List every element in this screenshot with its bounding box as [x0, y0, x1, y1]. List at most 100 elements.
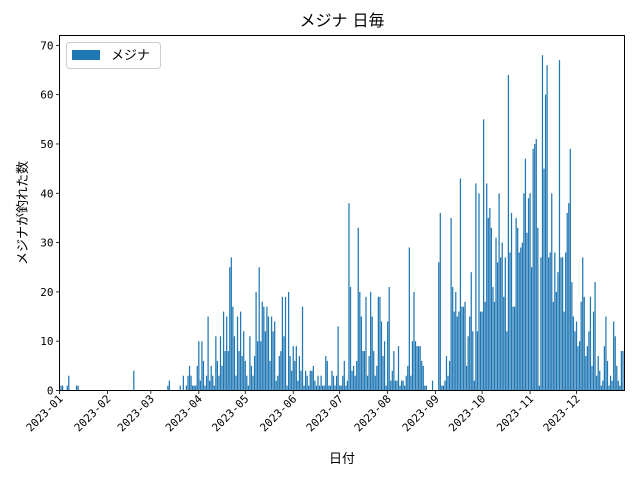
legend: メジナ — [66, 42, 161, 69]
bar — [521, 242, 523, 391]
bar — [455, 291, 457, 391]
bar — [560, 257, 562, 391]
bar — [582, 257, 584, 391]
bar — [424, 385, 426, 391]
axes-frame — [59, 35, 625, 391]
bar — [557, 272, 559, 391]
bar — [314, 380, 316, 391]
bar — [493, 301, 496, 391]
bar — [484, 301, 486, 391]
bar — [450, 217, 452, 391]
bar — [317, 375, 319, 391]
bar — [510, 213, 513, 391]
bar — [552, 301, 554, 391]
bar — [292, 346, 294, 391]
bar — [459, 178, 462, 391]
bar — [619, 385, 621, 391]
bar — [233, 336, 236, 391]
bar — [469, 316, 471, 391]
bar — [566, 213, 568, 391]
y-tick-label: 50 — [40, 138, 53, 151]
bar — [458, 311, 460, 391]
bar — [439, 213, 441, 391]
bar — [222, 311, 225, 391]
bar — [400, 380, 403, 391]
bar — [574, 331, 576, 391]
bar — [337, 326, 339, 391]
bar — [481, 311, 483, 391]
y-tick-label: 70 — [40, 39, 53, 52]
bar — [291, 370, 293, 391]
bar — [599, 370, 601, 391]
bar — [399, 385, 401, 391]
bar — [578, 341, 581, 391]
bar — [365, 296, 367, 391]
bar — [322, 385, 324, 391]
bar — [167, 385, 169, 391]
bar — [77, 385, 79, 391]
bar — [425, 385, 427, 391]
bar — [352, 365, 355, 391]
bar — [359, 291, 361, 391]
bar — [315, 385, 318, 391]
bar — [487, 217, 489, 391]
bar — [596, 375, 598, 391]
bar — [201, 341, 203, 391]
bar — [318, 385, 321, 391]
bar — [354, 375, 356, 391]
bar — [370, 291, 372, 391]
bar — [332, 375, 335, 391]
bar — [198, 341, 200, 391]
bar — [249, 336, 251, 391]
bar — [326, 360, 328, 391]
bar — [241, 355, 243, 391]
bar — [537, 227, 539, 391]
bar — [196, 365, 198, 391]
bar — [404, 385, 406, 391]
y-axis-label: メジナが釣れた数 — [15, 161, 31, 265]
bar — [199, 380, 201, 391]
bar — [452, 286, 454, 391]
bar — [219, 336, 222, 391]
bar — [609, 375, 612, 391]
bar — [444, 380, 446, 391]
bar — [616, 365, 618, 391]
bar — [329, 385, 332, 391]
bar — [588, 331, 590, 391]
bar — [614, 336, 616, 391]
bar — [227, 351, 229, 391]
bar — [202, 360, 205, 391]
bar — [416, 346, 418, 391]
bar — [229, 267, 231, 391]
bar — [66, 385, 68, 391]
bar — [603, 346, 605, 391]
bar — [281, 296, 284, 391]
bar — [252, 375, 254, 391]
bar — [509, 252, 511, 391]
bar — [209, 380, 211, 391]
bar — [277, 375, 279, 391]
bar — [342, 375, 344, 391]
bar — [263, 306, 265, 391]
y-axis: 0 10 20 30 40 50 60 70 — [40, 39, 60, 398]
bar — [605, 316, 607, 391]
bar — [388, 286, 390, 391]
bar — [411, 341, 414, 391]
bar — [512, 306, 514, 391]
bar — [506, 331, 508, 391]
bar — [182, 375, 184, 391]
bar — [204, 385, 206, 391]
bar — [345, 385, 347, 391]
bar — [289, 355, 291, 391]
bar — [495, 237, 497, 391]
bar — [431, 380, 434, 391]
bar — [571, 282, 573, 391]
bar — [61, 385, 64, 391]
bar — [475, 183, 477, 391]
bar — [513, 306, 516, 391]
bar — [606, 360, 609, 391]
bar — [496, 262, 499, 391]
bar — [275, 380, 277, 391]
bar — [421, 360, 423, 391]
bar — [360, 316, 362, 391]
